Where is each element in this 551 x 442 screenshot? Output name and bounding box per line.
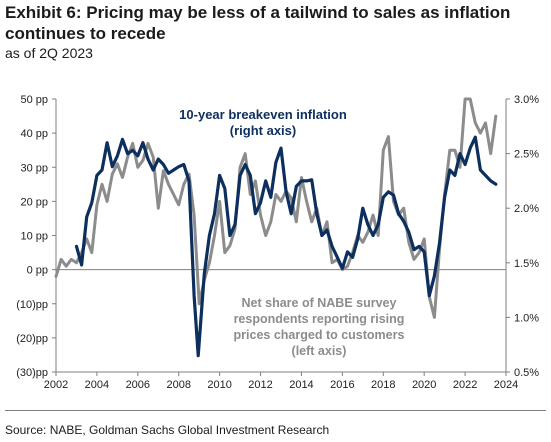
nabe-annotation-line-3: prices charged to customers [234, 328, 405, 342]
x-tick-label: 2024 [494, 379, 518, 391]
y-left-tick-label: (20)pp [16, 333, 48, 345]
y-right-tick-label: 1.5% [514, 258, 539, 270]
x-tick-label: 2004 [85, 379, 109, 391]
y-left-tick-label: 30 pp [20, 162, 48, 174]
x-tick-label: 2020 [412, 379, 436, 391]
y-left-tick-label: (30)pp [16, 367, 48, 379]
x-tick-label: 2002 [44, 379, 68, 391]
x-tick-label: 2018 [371, 379, 395, 391]
y-right-tick-label: 3.0% [514, 94, 539, 106]
chart-annotations: 10-year breakeven inflation (right axis)… [179, 107, 404, 358]
y-right-tick-label: 2.0% [514, 203, 539, 215]
x-tick-label: 2006 [126, 379, 150, 391]
nabe-annotation-line-1: Net share of NABE survey [242, 296, 397, 310]
page-subtitle: as of 2Q 2023 [5, 45, 93, 61]
y-right-tick-label: 2.5% [514, 149, 539, 161]
page-title: Exhibit 6: Pricing may be less of a tail… [5, 3, 511, 43]
x-tick-label: 2008 [166, 379, 190, 391]
nabe-annotation-line-2: respondents reporting rising [234, 312, 405, 326]
x-tick-label: 2016 [330, 379, 354, 391]
y-left-tick-label: 10 pp [20, 231, 48, 243]
chart-series [54, 97, 498, 358]
x-tick-label: 2012 [248, 379, 272, 391]
dual-axis-line-chart: 50 pp 40 pp 30 pp 20 pp 10 pp 0 pp (10)pp (20)p… [16, 94, 539, 391]
x-tick-label: 2022 [453, 379, 477, 391]
footer-divider [5, 410, 546, 411]
source-note: Source: NABE, Goldman Sachs Global Inves… [5, 423, 330, 437]
y-right-tick-label: 1.0% [514, 312, 539, 324]
y-left-tick-label: 50 pp [20, 94, 48, 106]
x-tick-label: 2010 [207, 379, 231, 391]
breakeven-inflation-line [74, 135, 498, 358]
y-left-tick-label: 40 pp [20, 128, 48, 140]
breakeven-annotation-line-1: 10-year breakeven inflation [179, 107, 347, 122]
y-left-tick-label: 0 pp [27, 265, 48, 277]
y-left-tick-label: 20 pp [20, 196, 48, 208]
breakeven-annotation-line-2: (right axis) [230, 123, 296, 138]
y-right-tick-label: 0.5% [514, 367, 539, 379]
y-left-tick-label: (10)pp [16, 299, 48, 311]
x-tick-label: 2014 [289, 379, 313, 391]
chart-axes: 50 pp 40 pp 30 pp 20 pp 10 pp 0 pp (10)pp (20)p… [16, 94, 539, 391]
nabe-annotation-line-4: (left axis) [292, 344, 347, 358]
